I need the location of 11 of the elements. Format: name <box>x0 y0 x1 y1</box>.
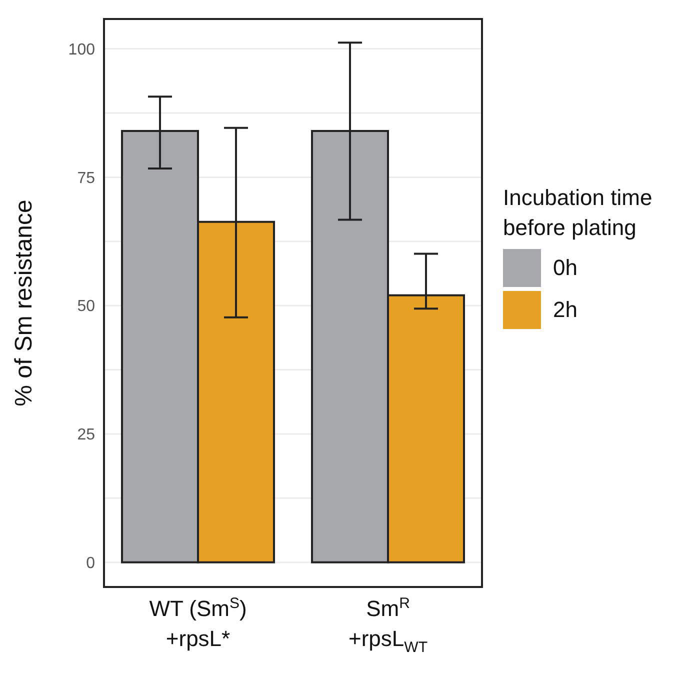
y-tick-label: 50 <box>77 298 96 316</box>
legend-label: 0h <box>553 255 578 281</box>
y-tick-label: 75 <box>77 170 96 187</box>
legend-title: Incubation time before plating <box>503 184 652 242</box>
y-tick-label: 25 <box>77 426 96 444</box>
y-axis-title: % of Sm resistance <box>10 200 38 406</box>
x-tick-label: Sm$^{R}$ +rpsL$_{WT}$ <box>348 595 428 656</box>
x-tick-label: WT (Sm$^{S}$) +rpsL* <box>149 595 247 651</box>
legend-label: 2h <box>553 297 578 323</box>
y-tick-label: 100 <box>68 41 96 58</box>
y-tick-label: 0 <box>86 555 96 572</box>
